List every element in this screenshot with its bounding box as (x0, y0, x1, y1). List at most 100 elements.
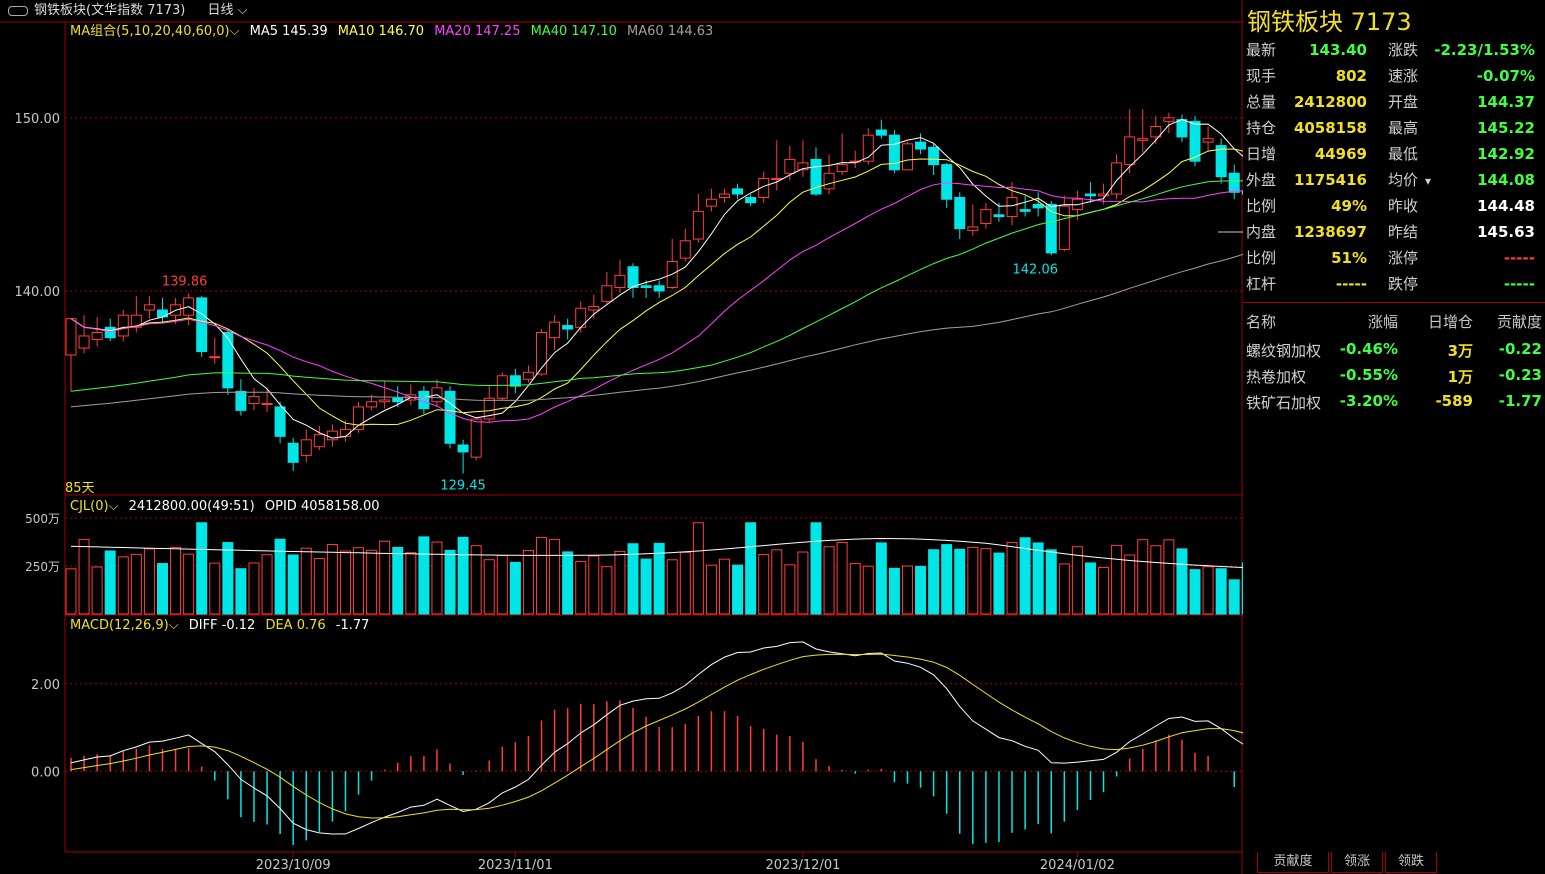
volume-selector[interactable]: CJL(0)⌵ (70, 499, 119, 514)
ma40-line (70, 180, 1243, 392)
candle (588, 294, 600, 319)
volume-bar (692, 522, 704, 615)
quote-value: -2.23/1.53% (1434, 41, 1535, 59)
quote-value: 143.40 (1309, 41, 1367, 59)
volume-legend: CJL(0)⌵ 2412800.00(49:51) OPID 4058158.0… (70, 498, 380, 516)
macd-legend: MACD(12,26,9)⌵ DIFF -0.12 DEA 0.76 -1.77 (70, 617, 369, 635)
candle (549, 315, 561, 350)
volume-bar (810, 522, 822, 615)
candle (614, 259, 626, 293)
volume-bar (1084, 562, 1096, 615)
quote-row: 外盘 1175416 均价 144.08 (1243, 167, 1545, 193)
volume-bar (392, 546, 404, 615)
candle (431, 379, 443, 407)
candle-body (196, 297, 208, 353)
candle (1202, 126, 1214, 151)
candle (732, 183, 744, 200)
chart-canvas[interactable]: 150.00140.00153.02129.45139.86142.06142.… (0, 0, 1243, 874)
quote-value: ----- (1503, 249, 1535, 267)
candle-body (679, 240, 691, 259)
candle-body (784, 158, 796, 174)
ma10-value: MA10 146.70 (337, 24, 425, 39)
volume-bar (1124, 554, 1136, 615)
volume-bar (457, 536, 469, 615)
candle-body (771, 177, 783, 180)
candle-body (967, 226, 979, 231)
price-tick-label: 150.00 (15, 112, 61, 127)
volume-bar (248, 562, 260, 615)
quote-value: -0.07% (1476, 67, 1535, 85)
column-header[interactable]: 涨幅 (1367, 313, 1398, 331)
volume-bar (496, 554, 508, 615)
candle-body (993, 214, 1005, 218)
volume-bar (143, 548, 155, 615)
panel-tab[interactable]: 领涨 (1331, 852, 1383, 873)
candle (888, 130, 900, 174)
volume-bar (130, 553, 142, 615)
volume-bar (1150, 545, 1162, 615)
macd-diff: DIFF -0.12 (188, 618, 256, 633)
quote-value: 4058158 (1293, 119, 1367, 137)
quote-row: 比例 51% 涨停 ----- (1243, 245, 1545, 271)
volume-bar (1189, 569, 1201, 615)
panel-tab[interactable]: 领跌 (1385, 852, 1437, 873)
date-tick-label: 2023/12/01 (765, 858, 840, 873)
macd-selector[interactable]: MACD(12,26,9)⌵ (70, 618, 179, 633)
period-selector[interactable]: 日线 ⌵ (207, 3, 248, 18)
candle (862, 128, 874, 165)
volume-bar (928, 549, 940, 615)
table-cell: 热卷加权 (1246, 368, 1307, 386)
candle (849, 150, 861, 169)
candle (444, 386, 456, 449)
volume-bar (588, 555, 600, 615)
column-header[interactable]: 日增仓 (1427, 313, 1473, 331)
candle (326, 424, 338, 447)
candle (875, 119, 887, 139)
ma-selector[interactable]: MA组合(5,10,20,40,60,0)⌵ (70, 24, 240, 39)
volume-bar (1058, 563, 1070, 615)
candle-body (1006, 197, 1018, 218)
volume-bar (470, 545, 482, 615)
candle (470, 418, 482, 461)
volume-bar (117, 556, 129, 615)
column-header[interactable]: 贡献度 (1496, 313, 1542, 331)
candle-body (156, 309, 168, 318)
date-tick-label: 2023/11/01 (478, 858, 553, 873)
date-tick-label: 2024/01/02 (1040, 858, 1115, 873)
candle-body (836, 164, 848, 173)
candle-body (732, 188, 744, 195)
volume-bar (549, 538, 561, 615)
ma40-value: MA40 147.10 (530, 24, 617, 39)
candle (300, 429, 312, 463)
avg-price-dropdown-icon[interactable]: ▾ (1425, 174, 1432, 188)
table-row[interactable]: 热卷加权 -0.55% 1万 -0.23 (1243, 366, 1545, 390)
quote-value: 49% (1331, 197, 1367, 215)
table-row[interactable]: 铁矿石加权 -3.20% -589 -1.77 (1243, 392, 1545, 416)
candle-body (758, 177, 770, 198)
quote-value: 144.48 (1477, 197, 1535, 215)
panel-tab[interactable]: 贡献度 (1257, 852, 1329, 873)
volume-bar (862, 565, 874, 615)
volume-bar (509, 561, 521, 615)
column-header[interactable]: 名称 (1246, 313, 1277, 331)
candle (679, 228, 691, 262)
volume-bar (78, 538, 90, 615)
volume-bar (627, 543, 639, 615)
candle (562, 318, 574, 340)
opid-line (70, 537, 1243, 569)
candle-body (130, 314, 142, 328)
table-row[interactable]: 螺纹钢加权 -0.46% 3万 -0.22 (1243, 340, 1545, 364)
candle-body (562, 325, 574, 330)
volume-bar (666, 559, 678, 615)
candle-body (209, 356, 221, 359)
volume-bar (366, 549, 378, 615)
candle (483, 386, 495, 423)
table-cell: -589 (1435, 392, 1473, 410)
quote-label: 比例 (1246, 197, 1277, 215)
volume-bar (732, 564, 744, 615)
quote-label: 日增 (1246, 145, 1277, 163)
quote-label: 昨收 (1388, 197, 1419, 215)
quote-label: 总量 (1246, 93, 1277, 111)
candle-body (928, 146, 940, 166)
header-bar: 钢铁板块(文华指数 7173) 日线 ⌵ (0, 0, 1240, 22)
